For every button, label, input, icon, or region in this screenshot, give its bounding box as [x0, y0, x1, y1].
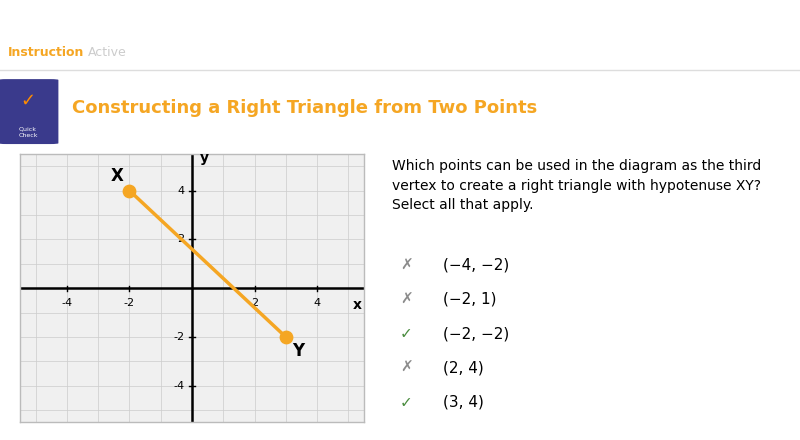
Point: [123, 187, 136, 194]
Text: (2, 4): (2, 4): [443, 360, 484, 375]
Text: Quick
Check: Quick Check: [18, 127, 38, 138]
Text: Constructing a Right Triangle from Two Points: Constructing a Right Triangle from Two P…: [72, 99, 538, 117]
Point: [279, 334, 292, 341]
Text: Finding Distance in the Coordinate Plane: Finding Distance in the Coordinate Plane: [8, 18, 392, 36]
Text: ✓: ✓: [21, 92, 35, 110]
Text: (−2, 1): (−2, 1): [443, 292, 497, 307]
Text: ✓: ✓: [400, 326, 413, 341]
Text: ✗: ✗: [400, 292, 413, 307]
Text: Active: Active: [88, 46, 126, 59]
Text: Which points can be used in the diagram as the third
vertex to create a right tr: Which points can be used in the diagram …: [392, 159, 762, 212]
Text: -4: -4: [62, 298, 73, 308]
Text: Instruction: Instruction: [8, 46, 84, 59]
FancyBboxPatch shape: [0, 79, 58, 144]
Text: ✗: ✗: [400, 257, 413, 272]
Text: -2: -2: [124, 298, 135, 308]
Text: X: X: [110, 166, 123, 184]
Text: 2: 2: [177, 235, 184, 244]
Text: 4: 4: [314, 298, 321, 308]
Text: -2: -2: [173, 332, 184, 342]
Text: ✓: ✓: [400, 395, 413, 410]
Text: 4: 4: [177, 186, 184, 196]
Text: (−4, −2): (−4, −2): [443, 257, 510, 272]
Text: 2: 2: [251, 298, 258, 308]
Text: x: x: [354, 298, 362, 312]
Text: (3, 4): (3, 4): [443, 395, 484, 410]
Text: -4: -4: [173, 381, 184, 391]
Text: y: y: [200, 150, 209, 165]
Text: Y: Y: [292, 342, 304, 360]
Text: ✗: ✗: [400, 360, 413, 375]
Text: (−2, −2): (−2, −2): [443, 326, 510, 341]
